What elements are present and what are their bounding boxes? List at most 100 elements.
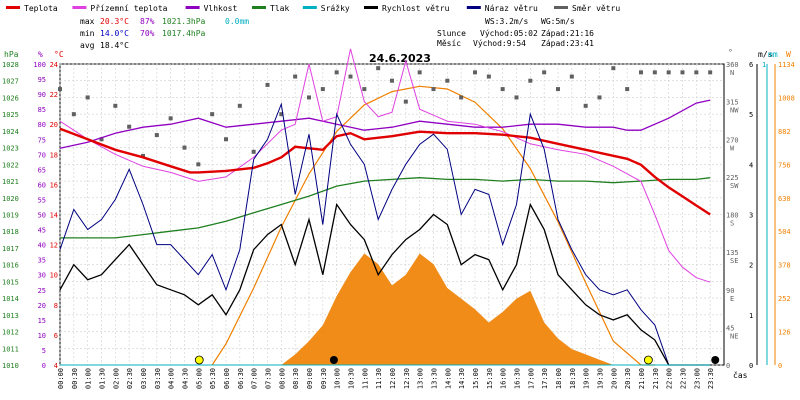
x-tick-label: 04:30 [182,368,190,389]
legend-item-2: Vlhkost [185,4,237,13]
solar-tick: 1134 [778,61,795,69]
humidity-tick: 10 [38,332,46,340]
unit-deg: ° [728,48,733,57]
x-tick-label: 01:00 [85,368,93,389]
wind-direction-point [652,70,657,75]
chart-marks [58,48,720,366]
x-tick-label: 10:30 [348,368,356,389]
legend-item-1: Přízemní teplota [72,4,168,13]
temp-tick: 6 [54,332,58,340]
direction-tick: 135 [726,249,739,257]
wind-direction-point [251,149,256,154]
direction-tick: 225 [726,174,739,182]
x-tick-label: 23:30 [707,368,715,389]
stats-max-rain: 0.0mm [225,17,249,26]
wind-direction-point [528,78,533,83]
legend-item-5: Rychlost větru [364,4,450,13]
direction-compass: NE [730,332,738,340]
wind-direction-point [376,66,381,71]
wind-direction-point [237,103,242,108]
legend-swatch [466,6,481,9]
x-tick-label: 13:00 [417,368,425,389]
legend-label: Přízemní teplota [90,4,167,13]
legend: Teplota Přízemní teplota Vlhkost Tlak Srážky… [6,4,620,13]
pressure-tick: 1025 [2,111,19,119]
temp-tick: 20 [50,121,58,129]
temp-tick: 12 [50,242,58,250]
pressure-tick: 1010 [2,362,19,370]
temp-tick: 24 [50,61,58,69]
x-tick-label: 11:30 [375,368,383,389]
direction-tick: 45 [726,324,734,332]
wind-direction-point [362,87,367,92]
pressure-tick: 1011 [2,345,19,353]
direction-tick: 0 [726,362,730,370]
wind-direction-point [417,70,422,75]
x-axis-label: čas [733,370,748,380]
wind-direction-point [71,112,76,117]
wind-direction-point [293,74,298,79]
stats-max-press: 1021.3hPa [162,17,206,26]
direction-tick: 180 [726,212,739,220]
wind-direction-point [210,112,215,117]
x-tick-label: 12:00 [389,368,397,389]
wind-direction-point [431,87,436,92]
wind-direction-point [99,137,104,142]
temp-tick: 8 [54,302,58,310]
wind-direction-point [625,87,630,92]
humidity-tick: 5 [42,347,46,355]
info-ws: WS:3.2m/s [485,17,529,26]
humidity-tick: 25 [38,287,46,295]
x-tick-label: 07:30 [265,368,273,389]
humidity-tick: 60 [38,181,46,189]
x-tick-label: 02:00 [112,368,120,389]
pressure-tick: 1012 [2,329,19,337]
legend-label: Rychlost větru [382,4,450,13]
wind-direction-point [307,95,311,100]
x-tick-label: 03:30 [154,368,162,389]
x-tick-label: 18:30 [569,368,577,389]
legend-label: Srážky [321,4,350,13]
x-tick-label: 22:30 [680,368,688,389]
x-tick-label: 23:00 [693,368,701,389]
humidity-tick: 95 [38,76,46,84]
sun-marker [194,355,204,365]
humidity-tick: 20 [38,302,46,310]
x-tick-label: 13:30 [431,368,439,389]
wind-direction-point [113,103,118,108]
humidity-tick: 75 [38,136,46,144]
wind-direction-point [569,74,574,79]
info-moonset: Západ:23:41 [541,39,594,48]
x-tick-label: 22:00 [666,368,674,389]
ground-temperature-line [59,48,711,283]
temp-tick: 16 [50,181,58,189]
info-sun-label: Slunce [437,29,466,38]
wind-direction-point [403,99,408,104]
humidity-tick: 45 [38,227,46,235]
wind-tick: 1 [749,312,753,320]
pressure-tick: 1024 [2,128,19,136]
x-tick-label: 20:30 [624,368,632,389]
wind-direction-point [127,124,132,129]
humidity-tick: 65 [38,166,46,174]
wind-direction-point [542,70,547,75]
unit-c: °C [54,50,64,59]
stats-min-temp: 14.0°C [100,29,129,38]
pressure-tick: 1018 [2,228,19,236]
unit-ms: m/s [758,50,773,59]
pressure-tick: 1014 [2,295,19,303]
stats-min-hum: 70% [140,29,155,38]
legend-item-7: Směr větru [554,4,620,13]
x-tick-label: 00:00 [57,368,65,389]
wind-gust-line [59,102,711,366]
info-moon-label: Měsíc [437,39,461,48]
humidity-tick: 90 [38,91,46,99]
stats-avg-label: avg [80,41,95,50]
humidity-tick: 100 [33,61,46,69]
solar-tick: 504 [778,228,791,236]
x-tick-label: 14:30 [458,368,466,389]
wind-direction-point [556,87,560,92]
direction-tick: 90 [726,287,734,295]
pressure-tick: 1013 [2,312,19,320]
